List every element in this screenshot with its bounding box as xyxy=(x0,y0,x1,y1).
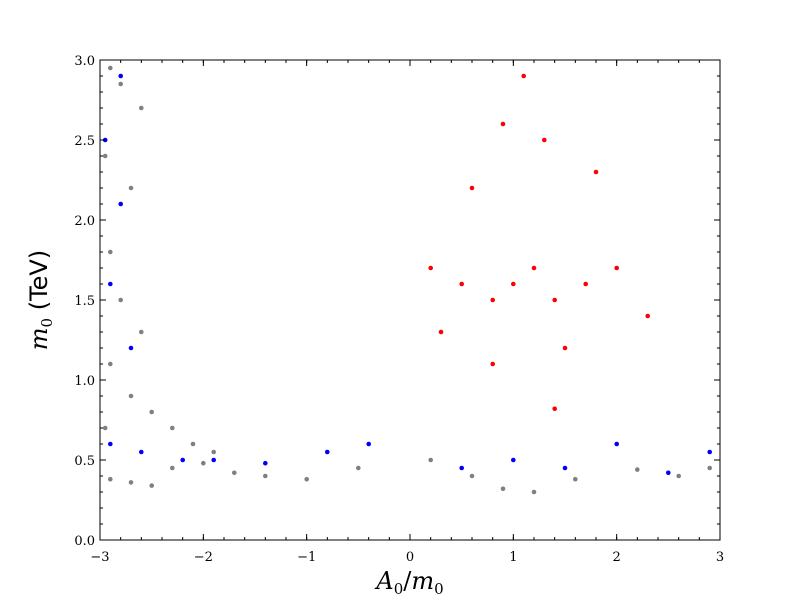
data-point xyxy=(614,441,619,447)
data-point xyxy=(562,345,568,351)
plot-frame xyxy=(99,59,721,541)
x-tick-label: 3 xyxy=(716,550,724,565)
data-point xyxy=(583,281,588,287)
series-2 xyxy=(428,73,650,412)
data-point xyxy=(211,449,216,455)
data-point xyxy=(542,137,547,143)
data-point xyxy=(108,65,113,71)
x-tick-label: −1 xyxy=(297,550,316,565)
data-point xyxy=(139,105,144,111)
data-point xyxy=(108,476,113,482)
data-point xyxy=(459,281,465,287)
data-point xyxy=(366,441,372,447)
data-point xyxy=(118,297,123,303)
data-point xyxy=(128,393,134,399)
x-tick-label: 1 xyxy=(509,550,517,565)
data-point xyxy=(139,449,144,455)
data-point xyxy=(108,441,113,447)
data-point xyxy=(201,460,206,466)
y-tick-label: 2.0 xyxy=(74,214,95,229)
data-point xyxy=(149,409,154,415)
data-point xyxy=(102,425,108,431)
series-1 xyxy=(102,73,712,476)
data-point xyxy=(263,473,268,479)
data-point xyxy=(139,329,144,335)
data-point xyxy=(469,185,475,191)
y-tick-label: 0.5 xyxy=(74,454,95,469)
data-point xyxy=(170,465,175,471)
data-point xyxy=(304,476,310,482)
data-point xyxy=(102,153,108,159)
data-point xyxy=(531,265,537,271)
data-point xyxy=(500,486,506,492)
data-point xyxy=(232,470,237,476)
data-point xyxy=(562,465,568,471)
data-point xyxy=(511,457,516,463)
data-point xyxy=(573,476,578,482)
data-point xyxy=(118,73,123,79)
data-point xyxy=(666,470,671,476)
data-point xyxy=(263,460,268,466)
data-point xyxy=(108,361,113,367)
y-tick-label: 0.0 xyxy=(74,534,95,549)
data-point xyxy=(118,81,123,87)
data-point xyxy=(707,449,712,455)
data-point xyxy=(490,297,496,303)
data-point xyxy=(190,441,196,447)
data-point xyxy=(325,449,330,455)
data-point xyxy=(707,465,712,471)
axis-ticks: −3 −2 −1 0 1 2 3 0.0 0.5 1.0 1.5 2.0 2.5 3.0 xyxy=(74,54,724,565)
data-point xyxy=(614,265,619,271)
data-point xyxy=(469,473,475,479)
data-point xyxy=(211,457,216,463)
y-tick-label: 2.5 xyxy=(74,134,95,149)
data-point xyxy=(521,73,526,79)
data-point xyxy=(593,169,599,175)
data-point xyxy=(180,457,185,463)
data-point xyxy=(128,345,134,351)
data-point xyxy=(128,185,134,191)
data-point xyxy=(428,265,434,271)
x-tick-label: −3 xyxy=(90,550,109,565)
x-tick-label: −2 xyxy=(194,550,213,565)
x-axis-label: A0/m0 xyxy=(374,567,443,598)
data-point xyxy=(490,361,496,367)
data-point xyxy=(459,465,465,471)
data-point xyxy=(428,457,434,463)
y-tick-label: 1.5 xyxy=(74,294,95,309)
data-point xyxy=(170,425,175,431)
data-point xyxy=(511,281,516,287)
data-point xyxy=(128,480,134,485)
data-point xyxy=(635,467,640,472)
data-point xyxy=(552,406,557,412)
y-axis-label: m0 (TeV) xyxy=(25,250,56,350)
data-point xyxy=(531,489,537,495)
data-point xyxy=(149,483,154,488)
data-point xyxy=(118,201,123,207)
plot-area xyxy=(102,65,712,495)
data-point xyxy=(552,297,557,303)
data-point xyxy=(645,313,650,319)
data-point xyxy=(438,329,444,335)
series-0 xyxy=(102,65,712,495)
data-point xyxy=(500,121,506,127)
data-point xyxy=(108,281,113,287)
data-point xyxy=(676,473,681,479)
data-point xyxy=(108,249,113,255)
data-point xyxy=(356,465,361,471)
x-tick-label: 0 xyxy=(406,550,414,565)
x-tick-label: 2 xyxy=(613,550,621,565)
y-tick-label: 1.0 xyxy=(74,374,95,389)
y-tick-label: 3.0 xyxy=(74,54,95,69)
